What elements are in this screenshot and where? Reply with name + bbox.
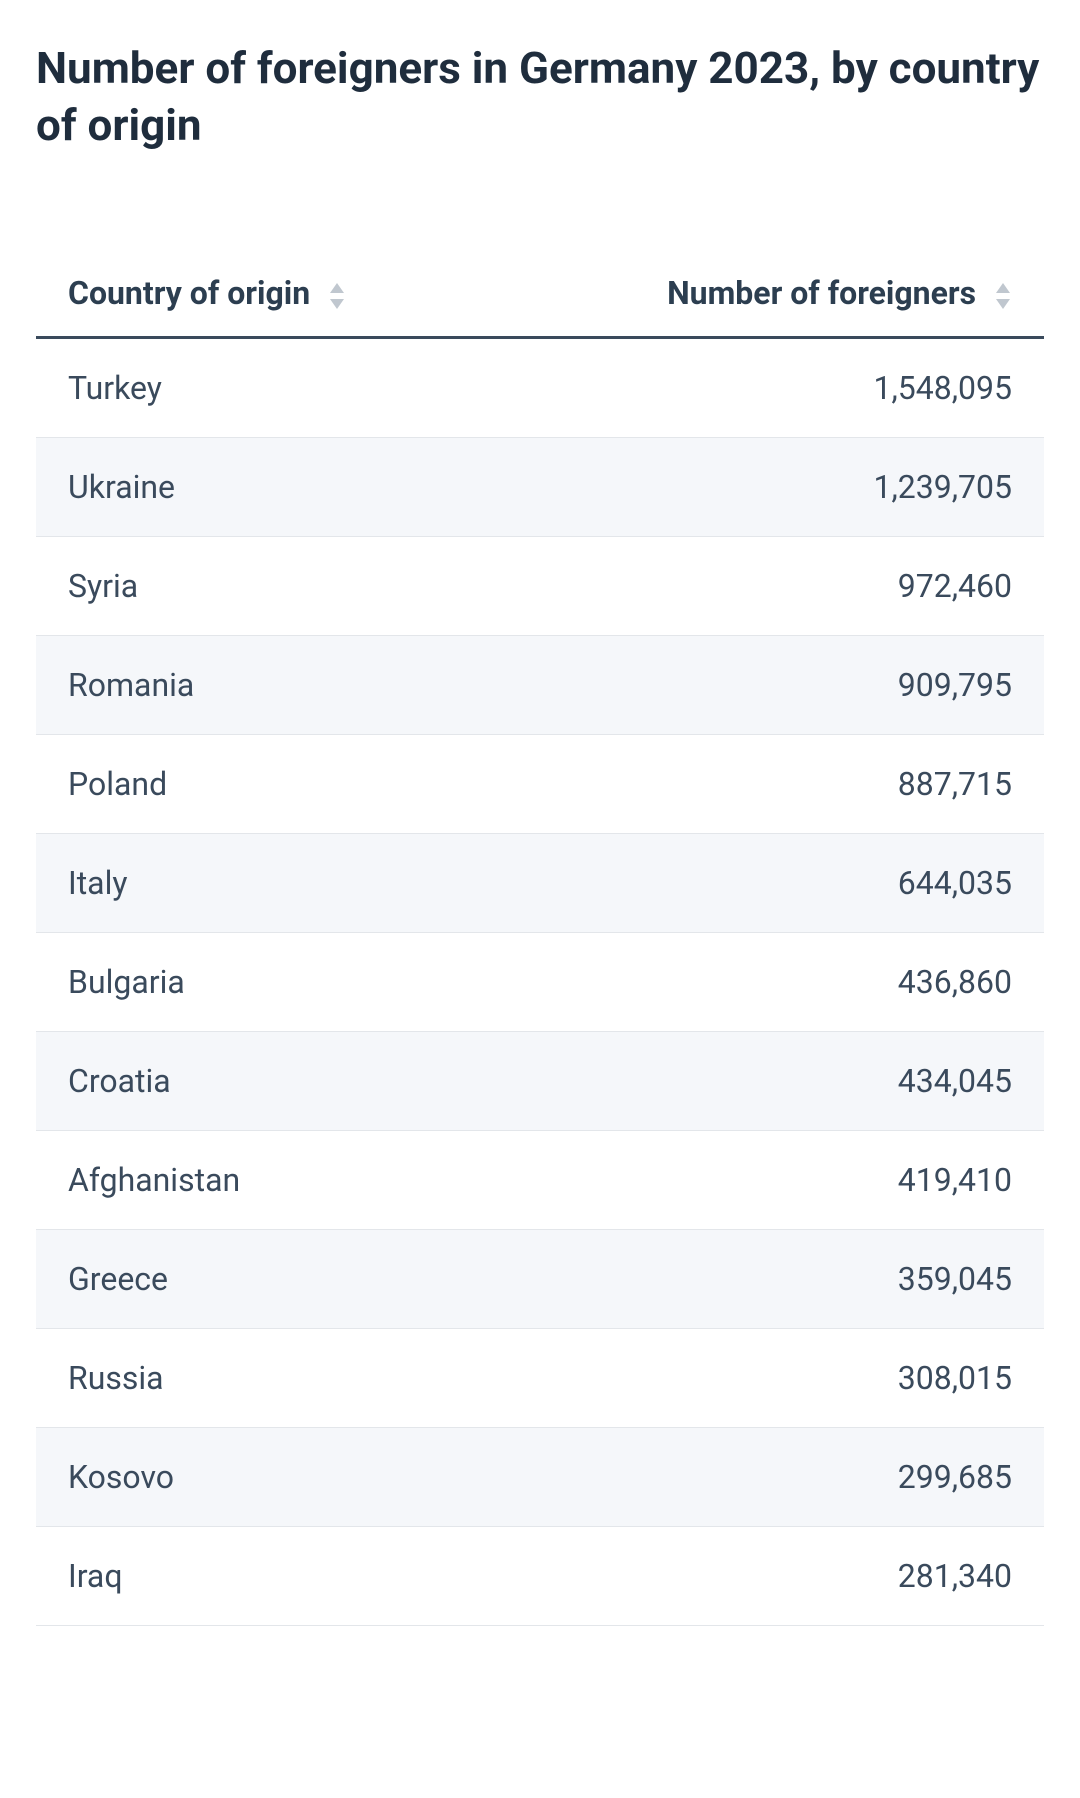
sort-icon[interactable] — [994, 283, 1012, 309]
cell-country: Kosovo — [36, 1428, 495, 1527]
cell-value: 436,860 — [495, 933, 1044, 1032]
table-header-row: Country of origin Number of foreigners — [36, 254, 1044, 338]
cell-value: 308,015 — [495, 1329, 1044, 1428]
sort-icon[interactable] — [328, 283, 346, 309]
cell-value: 1,239,705 — [495, 438, 1044, 537]
cell-value: 887,715 — [495, 735, 1044, 834]
cell-country: Russia — [36, 1329, 495, 1428]
page-title: Number of foreigners in Germany 2023, by… — [36, 40, 1044, 154]
cell-value: 972,460 — [495, 537, 1044, 636]
cell-country: Croatia — [36, 1032, 495, 1131]
cell-value: 909,795 — [495, 636, 1044, 735]
column-header-label: Country of origin — [68, 274, 310, 312]
cell-country: Ukraine — [36, 438, 495, 537]
table-row: Russia308,015 — [36, 1329, 1044, 1428]
table-row: Ukraine1,239,705 — [36, 438, 1044, 537]
cell-value: 434,045 — [495, 1032, 1044, 1131]
cell-country: Afghanistan — [36, 1131, 495, 1230]
table-row: Croatia434,045 — [36, 1032, 1044, 1131]
cell-country: Iraq — [36, 1527, 495, 1626]
cell-country: Syria — [36, 537, 495, 636]
cell-value: 299,685 — [495, 1428, 1044, 1527]
column-header-value[interactable]: Number of foreigners — [495, 254, 1044, 338]
table-row: Turkey1,548,095 — [36, 338, 1044, 438]
table-row: Kosovo299,685 — [36, 1428, 1044, 1527]
cell-country: Italy — [36, 834, 495, 933]
cell-value: 281,340 — [495, 1527, 1044, 1626]
column-header-country[interactable]: Country of origin — [36, 254, 495, 338]
column-header-label: Number of foreigners — [667, 274, 976, 312]
table-row: Iraq281,340 — [36, 1527, 1044, 1626]
table-row: Greece359,045 — [36, 1230, 1044, 1329]
table-row: Romania909,795 — [36, 636, 1044, 735]
cell-country: Greece — [36, 1230, 495, 1329]
cell-country: Poland — [36, 735, 495, 834]
table-row: Syria972,460 — [36, 537, 1044, 636]
table-body: Turkey1,548,095Ukraine1,239,705Syria972,… — [36, 338, 1044, 1626]
cell-value: 359,045 — [495, 1230, 1044, 1329]
cell-value: 419,410 — [495, 1131, 1044, 1230]
table-row: Afghanistan419,410 — [36, 1131, 1044, 1230]
cell-country: Turkey — [36, 338, 495, 438]
table-row: Bulgaria436,860 — [36, 933, 1044, 1032]
table-row: Italy644,035 — [36, 834, 1044, 933]
table-row: Poland887,715 — [36, 735, 1044, 834]
cell-country: Bulgaria — [36, 933, 495, 1032]
cell-value: 644,035 — [495, 834, 1044, 933]
data-table: Country of origin Number of foreigners T… — [36, 254, 1044, 1626]
cell-value: 1,548,095 — [495, 338, 1044, 438]
cell-country: Romania — [36, 636, 495, 735]
